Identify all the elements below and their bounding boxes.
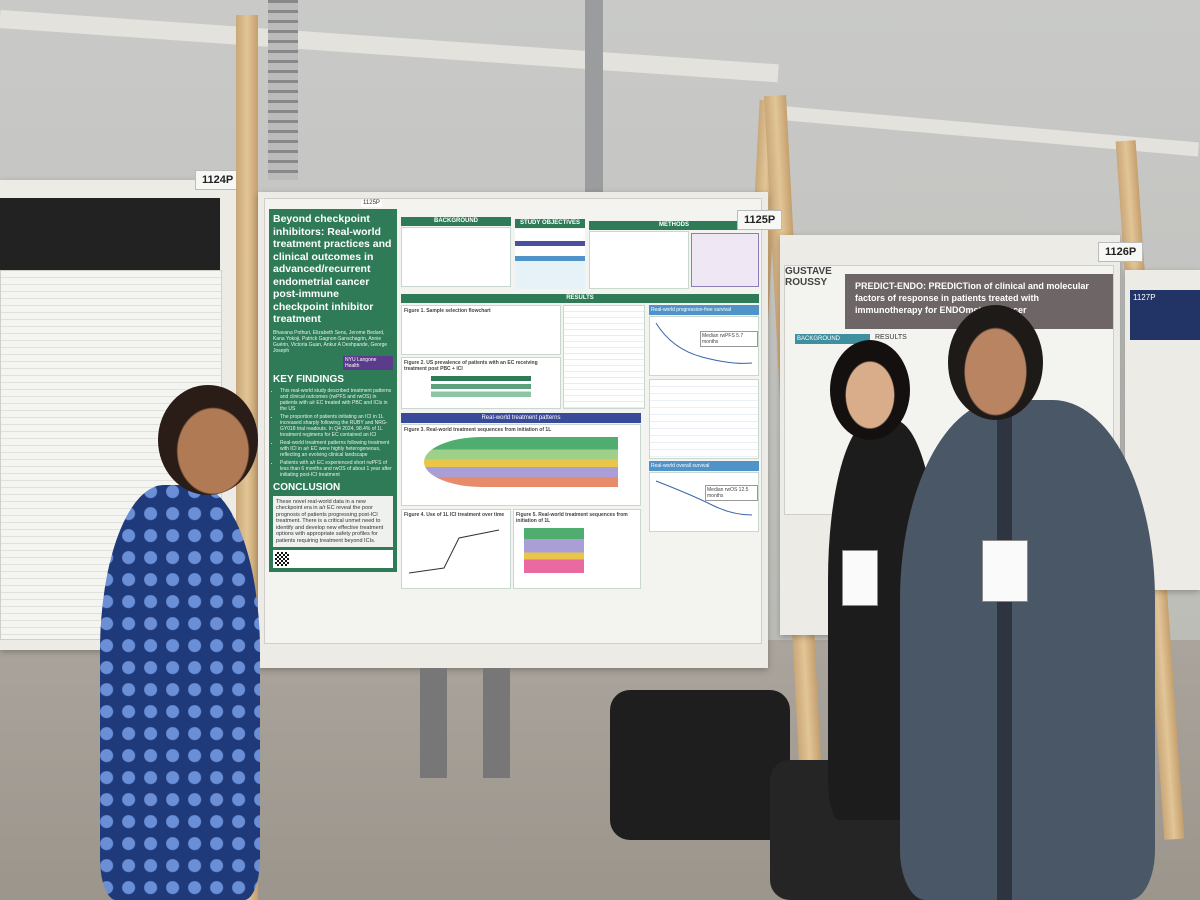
qr-code-icon	[275, 552, 289, 566]
key-finding: This real-world study described treatmen…	[280, 388, 393, 412]
name-badge	[982, 540, 1028, 602]
key-finding: The proportion of patients initiating an…	[280, 414, 393, 438]
treatment-patterns-heading: Real-world treatment patterns	[401, 413, 641, 423]
person-head	[158, 385, 258, 495]
person-head	[830, 340, 910, 440]
sankey-diagram-2	[524, 528, 584, 573]
rwos-curve	[655, 480, 753, 516]
key-findings-heading: KEY FINDINGS	[273, 373, 344, 385]
methods-box	[691, 233, 759, 287]
gustave-roussy-logo: GUSTAVE ROUSSY	[785, 266, 832, 288]
figure-1: Figure 1. Sample selection flowchart	[401, 305, 561, 355]
results-heading: RESULTS	[401, 294, 759, 303]
poster-number: 1125P	[361, 200, 382, 207]
pillar	[585, 0, 603, 220]
rwos-heading: Real-world overall survival	[649, 461, 759, 471]
figure-1-caption: Figure 1. Sample selection flowchart	[404, 308, 491, 314]
patient-characteristics-table	[563, 305, 645, 409]
far-right-poster-header: 1127P	[1130, 290, 1200, 340]
key-finding: Real-world treatment patterns following …	[280, 440, 393, 458]
center-poster: 1125P Beyond checkpoint inhibitors: Real…	[264, 198, 762, 644]
qr-area	[273, 550, 393, 568]
visitor-legs	[420, 668, 510, 778]
background-heading: BACKGROUND	[401, 217, 511, 226]
board-number-label: 1126P	[1098, 242, 1144, 262]
methods-text	[589, 231, 689, 289]
figure-4-caption: Figure 4. Use of 1L ICI treatment over t…	[404, 512, 505, 518]
person-woman-left	[100, 485, 260, 900]
poster-board-center: 1125P Beyond checkpoint inhibitors: Real…	[258, 192, 768, 668]
median-rwpfs: Median rwPFS 5.7 months	[700, 331, 758, 347]
poster-title: Beyond checkpoint inhibitors: Real-world…	[273, 213, 392, 325]
right-background-heading: BACKGROUND	[795, 334, 870, 344]
poster-board-far-right: 1127P	[1125, 270, 1200, 590]
right-results-heading: RESULTS	[875, 334, 907, 341]
figure-2: Figure 2. US prevalence of patients with…	[401, 357, 561, 409]
board-number-label: 1125P	[737, 210, 783, 230]
person-man-right	[900, 400, 1155, 900]
rwpfs-chart: Median rwPFS 5.7 months	[649, 316, 759, 376]
background-text	[401, 227, 511, 287]
conclusion-heading: CONCLUSION	[273, 481, 341, 493]
ladder-truss	[268, 0, 298, 180]
poster-title-column: Beyond checkpoint inhibitors: Real-world…	[269, 209, 397, 572]
person-head	[948, 305, 1043, 420]
backpack	[610, 690, 790, 840]
name-badge	[842, 550, 878, 606]
rwpfs-curve	[655, 322, 753, 364]
key-finding: Patients with a/r EC experienced short r…	[280, 460, 393, 478]
figure-5-caption: Figure 5. Real-world treatment sequences…	[516, 512, 628, 524]
methods-heading: METHODS	[589, 221, 759, 230]
board-number-label: 1124P	[195, 170, 241, 190]
figure-4: Figure 4. Use of 1L ICI treatment over t…	[401, 509, 511, 589]
figure-2-caption: Figure 2. US prevalence of patients with…	[404, 360, 538, 372]
objectives-heading: STUDY OBJECTIVES	[515, 219, 585, 228]
left-poster-header	[0, 198, 220, 270]
rwos-chart: Median rwOS 12.5 months	[649, 472, 759, 532]
nyu-logo: NYU Langone Health	[343, 355, 393, 370]
figure-3-caption: Figure 3. Real-world treatment sequences…	[404, 427, 552, 433]
rwpfs-heading: Real-world progression-free survival	[649, 305, 759, 315]
ici-use-line	[408, 529, 500, 574]
conclusion-text: These novel real-world data in a new che…	[273, 495, 393, 547]
objectives-boxes	[515, 229, 585, 289]
figure-3: Figure 3. Real-world treatment sequences…	[401, 424, 641, 506]
median-rwos: Median rwOS 12.5 months	[705, 485, 758, 501]
prevalence-funnel	[431, 376, 531, 402]
figure-5: Figure 5. Real-world treatment sequences…	[513, 509, 641, 589]
poster-authors: Bhavana Pothuri, Elizabeth Sens, Jerome …	[273, 329, 388, 354]
sankey-diagram	[424, 437, 618, 487]
results-table	[649, 379, 759, 459]
